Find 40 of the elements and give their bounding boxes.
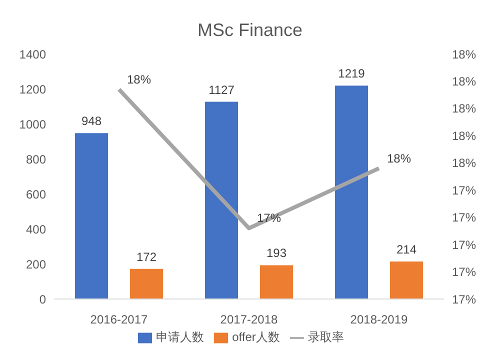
y2-tick-label: 18% [452, 128, 476, 143]
bar [390, 262, 423, 299]
bar [75, 133, 108, 299]
data-label: 214 [396, 242, 417, 257]
y2-tick-label: 17% [452, 265, 476, 280]
data-label: 18% [387, 151, 412, 166]
y2-tick-label: 17% [452, 183, 476, 198]
y-tick-label: 1000 [19, 117, 46, 132]
x-tick-label: 2018-2019 [350, 312, 408, 327]
y-tick-label: 1400 [19, 47, 46, 62]
y-tick-label: 600 [26, 187, 46, 202]
y2-tick-label: 17% [452, 210, 476, 225]
y2-tick-label: 17% [452, 292, 476, 306]
y-tick-label: 400 [26, 222, 46, 236]
chart-title: MSc Finance [196, 19, 304, 42]
y2-tick-label: 18% [452, 74, 476, 88]
data-label: 18% [127, 72, 152, 86]
x-tick-label: 2017-2018 [220, 312, 278, 327]
bar [205, 102, 238, 299]
y-tick-label: 200 [26, 257, 46, 272]
y2-tick-label: 18% [452, 47, 476, 62]
bar [130, 268, 163, 299]
bar [335, 86, 368, 299]
y-tick-label: 0 [39, 292, 46, 306]
y2-tick-label: 18% [452, 102, 476, 116]
data-label: 1127 [208, 82, 235, 97]
legend-label: 录取率 [308, 330, 344, 344]
y-tick-label: 1200 [19, 82, 46, 96]
x-tick-label: 2016-2017 [90, 312, 148, 327]
data-label: 17% [257, 211, 282, 226]
data-label: 948 [81, 114, 102, 128]
legend-label: offer人数 [232, 330, 280, 344]
data-label: 172 [136, 250, 157, 264]
y2-tick-label: 17% [452, 238, 476, 252]
legend-label: 申请人数 [156, 330, 204, 344]
data-label: 193 [266, 246, 287, 260]
y2-tick-label: 18% [452, 156, 476, 170]
data-label: 1219 [338, 66, 366, 81]
bar [260, 265, 293, 299]
y-tick-label: 800 [26, 152, 46, 166]
